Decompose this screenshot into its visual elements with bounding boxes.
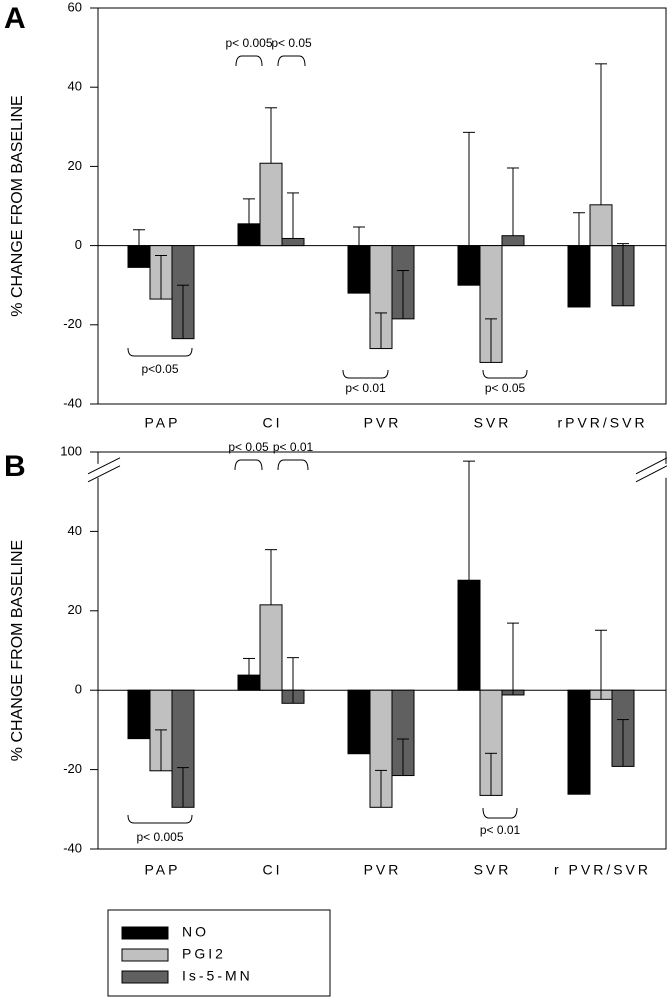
annotation: p<0.05 xyxy=(141,362,178,376)
x-tick-label: SVR xyxy=(474,862,512,878)
x-tick-label: r PVR/SVR xyxy=(554,862,651,878)
x-tick-label: PVR xyxy=(364,862,402,878)
annotation: p< 0.005 xyxy=(136,830,183,844)
significance-bracket xyxy=(277,55,306,67)
axis-break xyxy=(87,457,121,475)
legend-swatch xyxy=(121,926,169,940)
bar xyxy=(589,204,613,247)
y-tick-label: 0 xyxy=(75,682,82,697)
x-tick-label: CI xyxy=(263,415,283,431)
bar xyxy=(281,237,305,247)
annotation: p< 0.05 xyxy=(228,440,269,454)
y-tick-label: -20 xyxy=(63,761,82,776)
legend-swatch xyxy=(121,948,169,962)
bar xyxy=(567,689,591,795)
x-tick-label: PVR xyxy=(364,415,402,431)
plot-frame xyxy=(97,451,667,850)
legend-label: NO xyxy=(182,924,209,940)
x-tick-label: SVR xyxy=(474,415,512,431)
axis-break xyxy=(635,465,667,483)
y-tick-label: 20 xyxy=(68,158,82,173)
bar xyxy=(457,579,481,691)
significance-bracket xyxy=(482,807,518,819)
bar xyxy=(259,604,283,691)
y-tick-label: -40 xyxy=(63,840,82,855)
bar xyxy=(347,689,371,755)
axis-break xyxy=(87,465,121,483)
bar xyxy=(237,674,261,691)
y-axis-title: % CHANGE FROM BASELINE xyxy=(9,540,26,761)
x-tick-label: rPVR/SVR xyxy=(557,415,647,431)
axis-break xyxy=(635,457,667,475)
significance-bracket xyxy=(277,459,309,471)
y-tick-label: 60 xyxy=(68,0,82,14)
y-tick-label: 40 xyxy=(68,79,82,94)
y-axis-title: % CHANGE FROM BASELINE xyxy=(9,95,26,316)
y-tick-label: -20 xyxy=(63,316,82,331)
legend-swatch xyxy=(121,970,169,984)
x-tick-label: CI xyxy=(263,862,283,878)
bar xyxy=(127,689,151,740)
y-tick-label: 0 xyxy=(75,237,82,252)
y-tick-label: 20 xyxy=(68,602,82,617)
significance-bracket xyxy=(342,369,389,379)
y-tick-label: -40 xyxy=(63,395,82,410)
break-gap xyxy=(664,463,667,478)
legend-label: PGI2 xyxy=(182,946,226,962)
legend-label: Is-5-MN xyxy=(182,968,253,984)
significance-bracket xyxy=(234,459,263,471)
y-tick-label: 100 xyxy=(60,443,82,458)
annotation: p< 0.05 xyxy=(485,381,526,395)
annotation: p< 0.01 xyxy=(345,381,386,395)
bar xyxy=(259,162,283,247)
annotation: p< 0.01 xyxy=(273,440,314,454)
x-tick-label: PAP xyxy=(145,862,181,878)
significance-bracket xyxy=(482,369,528,379)
significance-bracket xyxy=(235,55,263,67)
break-gap xyxy=(96,463,100,478)
significance-bracket xyxy=(127,814,193,824)
annotation: p< 0.01 xyxy=(480,823,521,837)
x-tick-label: PAP xyxy=(145,415,181,431)
bar xyxy=(501,235,525,247)
annotation: p< 0.005 xyxy=(225,36,272,50)
annotation: p< 0.05 xyxy=(271,36,312,50)
y-tick-label: 40 xyxy=(68,523,82,538)
panel-letter: B xyxy=(4,450,26,483)
legend-box xyxy=(107,909,331,997)
bar xyxy=(237,223,261,247)
plot-frame xyxy=(97,7,667,405)
significance-bracket xyxy=(127,347,193,357)
panel-letter: A xyxy=(4,2,26,35)
